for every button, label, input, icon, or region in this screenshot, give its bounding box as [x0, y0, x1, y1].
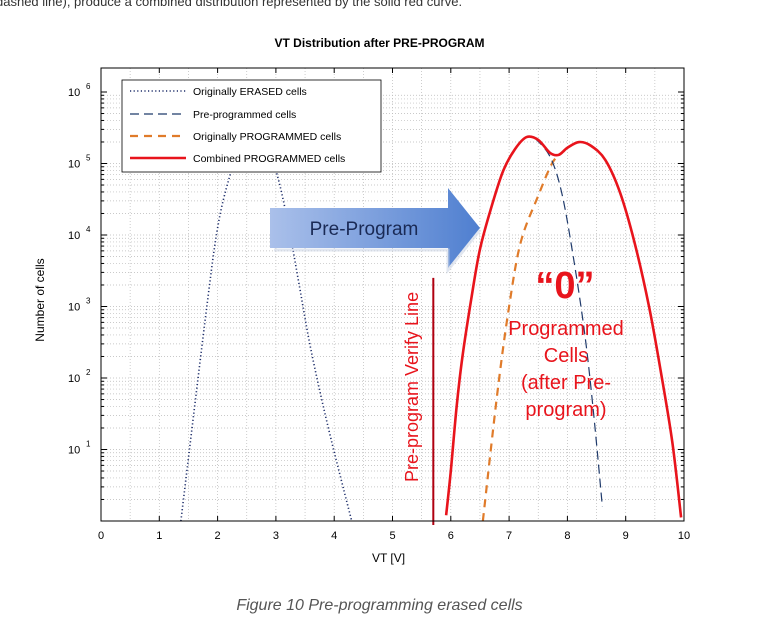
- arrow-label: Pre-Program: [310, 219, 419, 240]
- annotation-line: Cells: [544, 345, 588, 367]
- x-tick-label: 6: [448, 530, 454, 542]
- y-tick-label: 10: [68, 87, 80, 99]
- series-pre-programmed-cells: [534, 138, 603, 507]
- y-tick-exponent: 1: [86, 440, 91, 449]
- plot-frame: [100, 67, 685, 522]
- y-tick-label: 10: [68, 373, 80, 385]
- annotation-line: Programmed: [508, 318, 624, 340]
- y-tick-label: 10: [68, 302, 80, 314]
- x-tick-label: 5: [389, 530, 395, 542]
- y-tick-exponent: 2: [86, 368, 91, 377]
- legend-entry: Pre-programmed cells: [193, 109, 296, 121]
- series-layer: [180, 135, 683, 525]
- y-axis-label: Number of cells: [33, 258, 47, 341]
- pre-program-arrow: Pre-Program: [270, 188, 482, 275]
- x-tick-label: 2: [215, 530, 221, 542]
- preceding-text-fragment: dashed line), produce a combined distrib…: [0, 0, 759, 10]
- verify-line-label: Pre-program Verify Line: [402, 292, 422, 482]
- x-tick-label: 3: [273, 530, 279, 542]
- legend-entry: Originally PROGRAMMED cells: [193, 131, 341, 143]
- arrow-shadow: [274, 229, 482, 275]
- legend-entry: Originally ERASED cells: [193, 86, 307, 98]
- y-tick-label: 10: [68, 445, 80, 457]
- figure-caption: Figure 10 Pre-programming erased cells: [236, 597, 523, 614]
- annotation-line: program): [525, 399, 606, 421]
- arrow-shape: [270, 188, 480, 268]
- x-tick-label: 4: [331, 530, 337, 542]
- grid: [101, 68, 684, 521]
- series-originally-erased-cells: [180, 135, 353, 522]
- x-tick-label: 10: [678, 530, 690, 542]
- legend-entry: Combined PROGRAMMED cells: [193, 153, 345, 165]
- zero-label: “0”: [535, 265, 594, 307]
- vt-distribution-chart: Pre-Program 0 1 2 3 4 5 6 7 8 9 101011021031041051…: [33, 67, 690, 565]
- series-combined-programmed-cells: [444, 135, 683, 518]
- x-tick-label: 8: [564, 530, 570, 542]
- annotation-line: (after Pre-: [521, 372, 611, 394]
- x-tick-label: 1: [156, 530, 162, 542]
- y-tick-label: 10: [68, 230, 80, 242]
- y-tick-exponent: 5: [86, 154, 91, 163]
- x-tick-label: 9: [623, 530, 629, 542]
- x-axis-label: VT [V]: [372, 551, 405, 565]
- y-tick-label: 10: [68, 159, 80, 171]
- preceding-text: dashed line), produce a combined distrib…: [0, 0, 463, 9]
- y-tick-exponent: 4: [86, 225, 91, 234]
- y-tick-exponent: 3: [86, 297, 91, 306]
- x-tick-label: 7: [506, 530, 512, 542]
- x-tick-label: 0: [98, 530, 104, 542]
- chart-title: VT Distribution after PRE-PROGRAM: [274, 36, 485, 50]
- legend: Originally ERASED cells Pre-programmed ce…: [121, 79, 382, 173]
- legend-box: [121, 79, 382, 173]
- chart-text-layer: 0 1 2 3 4 5 6 7 8 9 10 10 1 10 2 10 3 10 4 10 5 10 6 VT [V] Numb…: [33, 82, 690, 565]
- y-tick-exponent: 6: [86, 82, 91, 91]
